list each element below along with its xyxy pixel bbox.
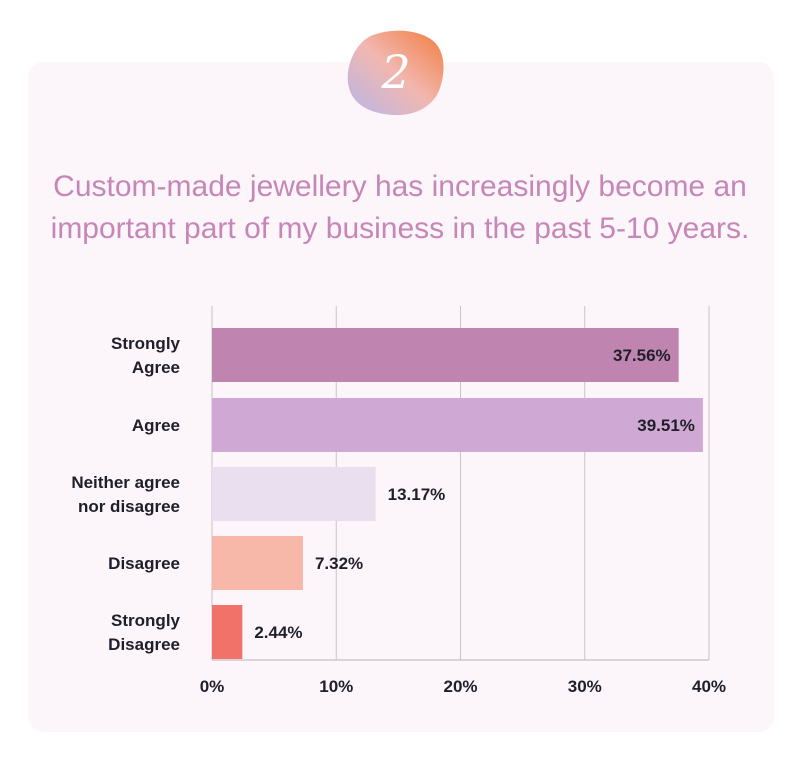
bar-4 (212, 605, 243, 659)
chart-title-line-1: Custom-made jewellery has increasingly b… (53, 170, 747, 203)
chart-title-line-2: important part of my business in the pas… (50, 212, 750, 245)
bar-0 (212, 328, 679, 382)
x-tick-label-1: 10% (319, 677, 353, 696)
x-tick-label-2: 20% (443, 677, 477, 696)
x-tick-label-3: 30% (568, 677, 602, 696)
x-tick-label-0: 0% (200, 677, 225, 696)
step-number: 2 (381, 45, 411, 99)
bar-value-label-2: 13.17% (388, 485, 446, 504)
bar-value-label-0: 37.56% (613, 346, 671, 365)
category-label-3: Disagree (108, 554, 180, 573)
bar-value-label-1: 39.51% (637, 416, 695, 435)
x-tick-label-4: 40% (692, 677, 726, 696)
category-label-2: Neither agree nor disagree (71, 473, 180, 516)
bar-value-label-3: 7.32% (315, 554, 363, 573)
category-label-4: Strongly Disagree (108, 611, 180, 654)
category-label-1: Agree (132, 416, 180, 435)
badge-blob-icon (347, 30, 444, 116)
chart-card (28, 62, 774, 732)
step-badge: 2 (346, 26, 446, 118)
bar-3 (212, 536, 303, 590)
chart-title: Custom-made jewellery has increasingly b… (20, 166, 780, 250)
bar-value-label-4: 2.44% (254, 623, 302, 642)
bar-2 (212, 467, 376, 521)
bar-1 (212, 398, 703, 452)
category-label-0: Strongly Agree (111, 334, 180, 377)
